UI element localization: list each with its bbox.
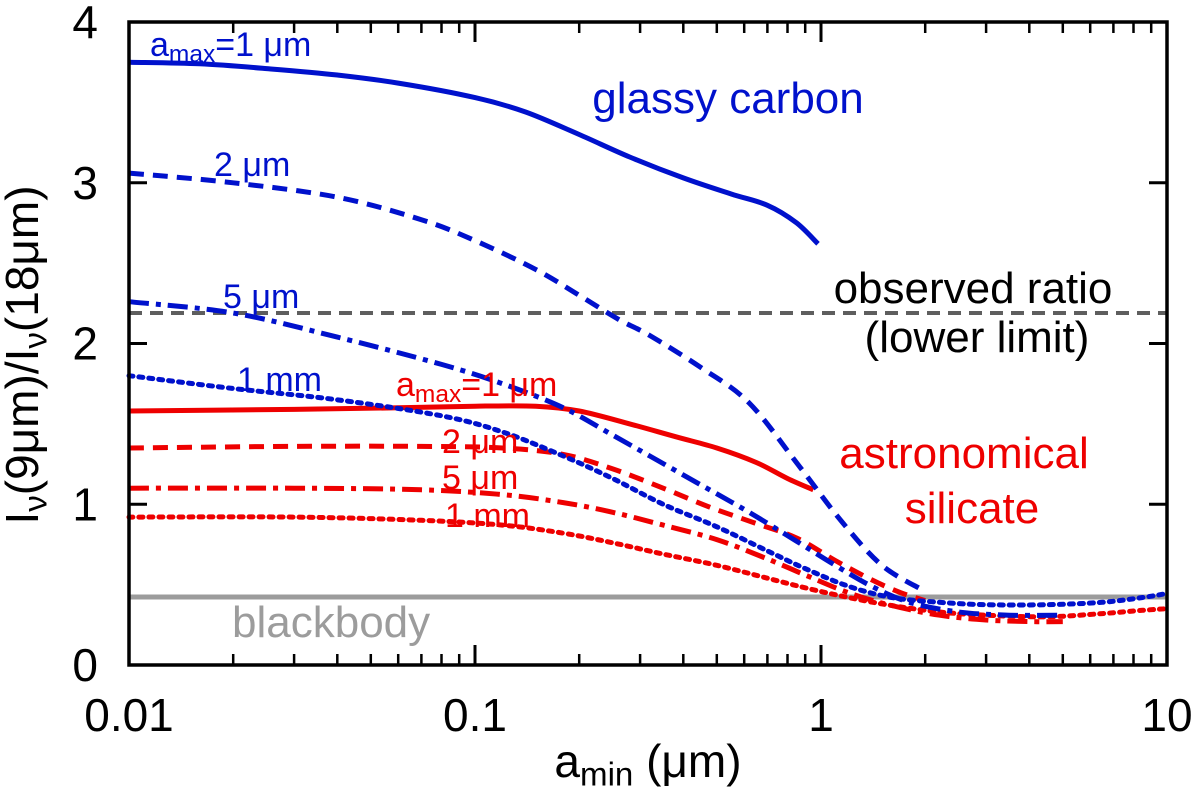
blackbody-label-segment: blackbody (232, 598, 430, 647)
label-gc-amax-5um-segment: 5 μm (223, 278, 299, 316)
y-axis-title-segment: (9μm)/I (0, 349, 48, 496)
label-gc-amax-1um: amax=1 μm (150, 26, 311, 68)
y-axis-title: Iν(9μm)/Iν(18μm) (0, 185, 54, 524)
series-curves (126, 59, 1170, 625)
x-axis-title-segment: a (554, 735, 580, 787)
label-sil-amax-1um-segment: max (415, 381, 461, 408)
y-tick-label-segment: 0 (72, 639, 98, 691)
y-axis-ticks (129, 20, 1167, 667)
x-axis-title: amin (μm) (554, 735, 741, 793)
series-gc-amax-5um-path (128, 299, 1063, 618)
series-gc-amax-2um-path (128, 170, 923, 592)
label-gc-amax-1um-segment: =1 μm (215, 26, 311, 64)
label-sil-amax-1um: amax=1 μm (396, 366, 557, 408)
observed-ratio-line2-segment: (lower limit) (865, 313, 1090, 362)
x-tick-label: 10 (1141, 689, 1192, 741)
x-tick-label-segment: 0.01 (84, 689, 174, 741)
curve-labels: amax=1 μm2 μm5 μm1 mm amax=1 μm2 μm5 μm1 … (150, 26, 1112, 647)
x-axis-title-segment: (μm) (633, 735, 741, 787)
y-tick-label: 4 (72, 0, 98, 48)
y-tick-label: 2 (72, 318, 98, 370)
label-sil-amax-1um-segment: a (396, 366, 415, 404)
observed-ratio-line1-segment: observed ratio (834, 264, 1113, 313)
y-tick-label-segment: 3 (72, 157, 98, 209)
blackbody-label: blackbody (232, 598, 430, 647)
label-gc-amax-2um: 2 μm (214, 146, 290, 184)
label-gc-amax-2um-segment: 2 μm (214, 146, 290, 184)
x-tick-label-segment: 0.1 (443, 689, 507, 741)
series-sil-amax-1mm-path (126, 514, 1170, 620)
x-tick-label: 0.1 (443, 689, 507, 741)
y-tick-label: 0 (72, 639, 98, 691)
series-sil-amax-2um-path (128, 443, 926, 604)
y-tick-label: 1 (72, 478, 98, 530)
x-tick-label-segment: 1 (808, 689, 834, 741)
y-axis-title-segment: (18μm) (0, 185, 48, 332)
label-sil-amax-2um: 2 μm (442, 423, 518, 461)
observed-ratio-line1: observed ratio (834, 264, 1113, 313)
tick-labels: 0.01 0.1 1 10 0 1 2 3 4 (72, 0, 1192, 741)
y-axis-title-segment: ν (17, 332, 54, 349)
label-sil-amax-1mm-segment: 1 mm (445, 497, 530, 535)
glassy-carbon-name-segment: glassy carbon (592, 74, 863, 123)
label-gc-amax-5um: 5 μm (223, 278, 299, 316)
x-axis-title-segment: min (580, 756, 633, 793)
series-sil-amax-5um-path (128, 485, 1063, 625)
y-tick-label-segment: 2 (72, 318, 98, 370)
x-axis-ticks (127, 22, 1169, 665)
label-sil-amax-2um-segment: 2 μm (442, 423, 518, 461)
glassy-carbon-name: glassy carbon (592, 74, 863, 123)
y-axis-title-segment: I (0, 512, 48, 525)
y-tick-label-segment: 1 (72, 478, 98, 530)
x-tick-label-segment: 10 (1141, 689, 1192, 741)
series-gc-amax-1um-path (128, 59, 820, 246)
astronomical-name: astronomical (839, 429, 1088, 478)
label-sil-amax-1um-segment: =1 μm (461, 366, 557, 404)
label-gc-amax-1um-segment: max (169, 41, 215, 68)
x-tick-label: 0.01 (84, 689, 174, 741)
silicate-name: silicate (905, 484, 1040, 533)
label-sil-amax-5um-segment: 5 μm (442, 459, 518, 497)
label-sil-amax-1mm: 1 mm (445, 497, 530, 535)
y-tick-label: 3 (72, 157, 98, 209)
series-gc-amax-1mm-path (126, 373, 1170, 608)
observed-ratio-line2: (lower limit) (865, 313, 1090, 362)
y-tick-label-segment: 4 (72, 0, 98, 48)
label-gc-amax-1um-segment: a (150, 26, 169, 64)
reference-lines (129, 311, 1167, 600)
silicate-name-segment: silicate (905, 484, 1040, 533)
label-sil-amax-5um: 5 μm (442, 459, 518, 497)
y-axis-title-segment: ν (17, 495, 54, 512)
x-tick-label: 1 (808, 689, 834, 741)
series-sil-amax-1um-path (128, 403, 815, 493)
astronomical-name-segment: astronomical (839, 429, 1088, 478)
label-gc-amax-1mm: 1 mm (237, 361, 322, 399)
label-gc-amax-1mm-segment: 1 mm (237, 361, 322, 399)
